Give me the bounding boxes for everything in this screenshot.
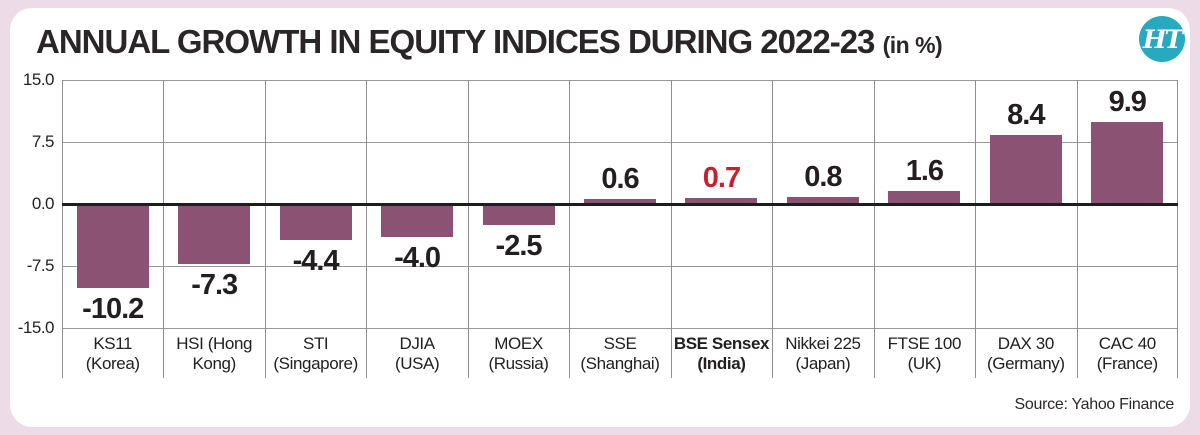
category-label: BSE Sensex (India): [671, 334, 772, 374]
gridline-vertical: [975, 80, 976, 378]
chart-column: -10.2 KS11 (Korea): [62, 80, 163, 378]
chart-title-text: ANNUAL GROWTH IN EQUITY INDICES DURING 2…: [36, 23, 875, 60]
gridline-vertical: [366, 80, 367, 378]
bar-nikkei-225-japan-: [786, 197, 859, 204]
bar-value-label: -10.2: [82, 293, 144, 326]
bar-value-label: -4.4: [292, 245, 340, 278]
chart-column: 8.4 DAX 30 (Germany): [975, 80, 1076, 378]
category-label-line: (Japan): [795, 354, 851, 373]
category-label-line: (Shanghai): [580, 354, 660, 373]
gridline-horizontal: [62, 265, 1178, 267]
chart-column: 9.9 CAC 40 (France): [1077, 80, 1178, 378]
category-label-line: (Korea): [85, 354, 140, 373]
ht-logo: HT: [1139, 16, 1185, 62]
category-label: SSE (Shanghai): [569, 334, 670, 374]
category-label-line: BSE Sensex: [673, 334, 770, 353]
bar-cac-40-france-: [1091, 122, 1164, 204]
bar-value-label: 0.8: [804, 161, 842, 194]
category-label: STI (Singapore): [265, 334, 366, 374]
category-label-line: Nikkei 225: [785, 334, 861, 353]
bar-ks11-korea-: [76, 204, 149, 289]
bar-ftse-100-uk-: [888, 190, 961, 204]
chart-column: 0.6 SSE (Shanghai): [569, 80, 670, 378]
category-label-line: (Germany): [986, 354, 1065, 373]
category-label: DAX 30 (Germany): [975, 334, 1076, 374]
source-credit: Source: Yahoo Finance: [1014, 396, 1175, 413]
chart-column: -7.3 HSI (Hong Kong): [163, 80, 264, 378]
chart-column: 0.8 Nikkei 225 (Japan): [772, 80, 873, 378]
category-label-line: MOEX: [494, 334, 543, 353]
category-label: DJIA (USA): [366, 334, 467, 374]
category-label-line: (UK): [907, 354, 942, 373]
gridline-vertical: [62, 80, 63, 378]
category-label-line: (Russia): [488, 354, 549, 373]
gridline-vertical: [874, 80, 875, 378]
category-label-line: (India): [697, 354, 746, 373]
chart-column: -4.4 STI (Singapore): [265, 80, 366, 378]
chart-card: ANNUAL GROWTH IN EQUITY INDICES DURING 2…: [10, 8, 1190, 427]
bar-value-label: 0.6: [601, 163, 639, 196]
bar-value-label: 8.4: [1007, 98, 1045, 131]
plot-area: 15.0 7.5 0.0 -7.5 -15.0 -10.2 KS11 (Korea) -7.3 H…: [18, 70, 1178, 378]
chart-title-suffix: (in %): [882, 32, 943, 58]
category-label-line: DJIA: [399, 334, 435, 353]
category-label-line: Kong): [192, 354, 236, 373]
y-axis-tick-label: -7.5: [26, 256, 55, 275]
chart-header: ANNUAL GROWTH IN EQUITY INDICES DURING 2…: [36, 20, 1130, 68]
gridline-vertical: [1077, 80, 1078, 378]
bar-value-label: 9.9: [1108, 86, 1147, 119]
bar-bse-sensex-india-: [685, 198, 758, 204]
bar-dax-30-germany-: [989, 134, 1062, 204]
chart-title: ANNUAL GROWTH IN EQUITY INDICES DURING 2…: [36, 20, 1130, 67]
y-axis-tick-label: -15.0: [17, 318, 55, 337]
y-axis-tick-label: 0.0: [31, 194, 55, 213]
bar-value-label: -7.3: [191, 269, 238, 302]
gridline-vertical: [468, 80, 469, 378]
gridline-vertical: [772, 80, 773, 378]
category-label-line: DAX 30: [997, 334, 1055, 353]
bar-hsi-hong-kong-: [178, 204, 251, 265]
gridline-horizontal: [62, 141, 1178, 143]
category-label-line: KS11: [93, 334, 133, 353]
bar-sti-singapore-: [279, 204, 352, 241]
bar-value-label: 1.6: [905, 154, 944, 187]
category-label: FTSE 100 (UK): [874, 334, 975, 374]
category-label-line: CAC 40: [1098, 334, 1157, 353]
gridline-horizontal: [62, 327, 1178, 329]
bar-value-label: -2.5: [495, 229, 543, 262]
category-label-line: (France): [1096, 354, 1158, 373]
bar-value-label: -4.0: [394, 242, 441, 275]
gridline-vertical: [265, 80, 266, 378]
category-label: CAC 40 (France): [1077, 334, 1178, 374]
category-label-line: STI: [303, 334, 329, 353]
category-label: HSI (Hong Kong): [163, 334, 264, 374]
bar-value-label: 0.7: [702, 162, 741, 195]
gridline-vertical: [671, 80, 672, 378]
y-axis-tick-label: 15.0: [22, 70, 55, 89]
chart-column: 1.6 FTSE 100 (UK): [874, 80, 975, 378]
category-label-line: HSI (Hong: [176, 334, 253, 353]
bar-djia-usa-: [381, 204, 454, 238]
gridline-vertical: [1177, 80, 1178, 378]
gridline-vertical: [163, 80, 164, 378]
category-label-line: SSE: [603, 334, 637, 353]
bar-sse-shanghai-: [583, 199, 656, 204]
category-label-line: (Singapore): [273, 354, 358, 373]
chart-column: -4.0 DJIA (USA): [366, 80, 467, 378]
zero-axis-line: [62, 202, 1178, 206]
gridline-vertical: [569, 80, 570, 378]
category-label-line: FTSE 100: [887, 334, 962, 353]
y-axis-tick-label: 7.5: [31, 132, 55, 151]
chart-column: -2.5 MOEX (Russia): [468, 80, 569, 378]
bar-moex-russia-: [482, 204, 555, 225]
gridline-horizontal: [62, 79, 1178, 81]
category-label: KS11 (Korea): [62, 334, 163, 374]
chart-column: 0.7 BSE Sensex (India): [671, 80, 772, 378]
category-label-line: (USA): [394, 354, 440, 373]
category-label: Nikkei 225 (Japan): [772, 334, 873, 374]
category-label: MOEX (Russia): [468, 334, 569, 374]
